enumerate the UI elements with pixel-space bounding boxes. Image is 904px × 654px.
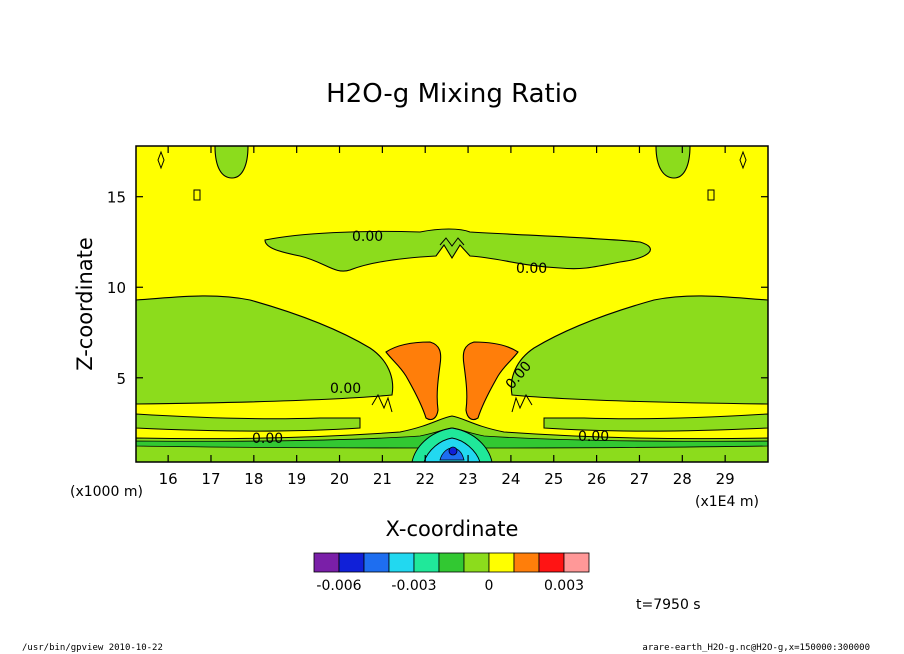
- feature-zigzag-top: [439, 237, 465, 247]
- x-tick-label: 26: [587, 470, 606, 488]
- colorbar-swatch: [563, 552, 590, 573]
- contour-label: 0.00: [330, 381, 361, 397]
- colorbar-tick-label: 0.003: [544, 578, 584, 594]
- x-tick-label: 27: [630, 470, 649, 488]
- orange-plume-right: [462, 341, 519, 421]
- chart-title: H2O-g Mixing Ratio: [326, 79, 578, 109]
- x-tick-label: 18: [244, 470, 263, 488]
- x-tick-label: 17: [201, 470, 220, 488]
- x-tick-label: 25: [544, 470, 563, 488]
- feature-diamond-left: [157, 150, 165, 170]
- green-region-right-mid: [510, 295, 768, 405]
- time-label: t=7950 s: [636, 597, 701, 613]
- plot-frame: [135, 145, 769, 463]
- core-deep-blue: [448, 446, 458, 456]
- feature-box-right: [707, 189, 715, 201]
- green-region-upper-band: [264, 228, 651, 272]
- y-tick-label: 15: [107, 189, 126, 207]
- y-axis-label: Z-coordinate: [73, 237, 97, 371]
- colorbar-swatch: [488, 552, 515, 573]
- x-tick-label: 23: [459, 470, 478, 488]
- colorbar-swatch: [313, 552, 340, 573]
- colorbar-swatch: [388, 552, 415, 573]
- feature-box-left: [193, 189, 201, 201]
- colorbar-swatch: [438, 552, 465, 573]
- green-strip-right: [543, 413, 768, 432]
- x-axis: 16 17 18 19 20 21 22 23 24 25 26 27 28 29: [159, 146, 735, 488]
- y-tick-label: 10: [107, 279, 126, 297]
- colorbar-tick-label: -0.003: [391, 578, 436, 594]
- green-blob-top-left: [214, 146, 249, 179]
- contour-label: 0.00: [352, 229, 383, 245]
- green-region-left-mid: [136, 295, 394, 405]
- y-axis-unit: (x1000 m): [70, 484, 143, 500]
- x-tick-label: 21: [373, 470, 392, 488]
- footer-left: /usr/bin/gpview 2010-10-22: [22, 643, 163, 653]
- x-axis-label: X-coordinate: [386, 517, 519, 541]
- feature-zigzag-left: [371, 393, 393, 413]
- green-blob-top-right: [655, 146, 691, 179]
- colorbar-swatch: [463, 552, 490, 573]
- green-strip-left: [136, 413, 361, 432]
- y-tick-label: 5: [116, 370, 126, 388]
- feature-zigzag-right: [511, 393, 533, 413]
- x-tick-label: 20: [330, 470, 349, 488]
- colorbar-swatch: [338, 552, 365, 573]
- colorbar-swatch: [513, 552, 540, 573]
- contour-label: 0.00: [516, 261, 547, 277]
- colorbar-swatch: [538, 552, 565, 573]
- contour-label: 0.00: [578, 429, 609, 445]
- orange-plume-left: [385, 341, 442, 421]
- x-tick-label: 19: [287, 470, 306, 488]
- feature-diamond-right: [739, 150, 747, 170]
- contour-label: 0.00: [252, 431, 283, 447]
- colorbar-swatch: [413, 552, 440, 573]
- x-tick-label: 24: [501, 470, 520, 488]
- x-tick-label: 29: [716, 470, 735, 488]
- x-tick-label: 28: [673, 470, 692, 488]
- x-tick-label: 22: [416, 470, 435, 488]
- colorbar-tick-label: -0.006: [316, 578, 361, 594]
- colorbar-swatch: [363, 552, 390, 573]
- y-axis: 5 10 15: [107, 189, 768, 388]
- colorbar: [313, 552, 590, 573]
- x-tick-label: 16: [159, 470, 178, 488]
- footer-right: arare-earth_H2O-g.nc@H2O-g,x=150000:3000…: [642, 643, 870, 653]
- x-axis-unit: (x1E4 m): [695, 494, 759, 510]
- colorbar-labels: -0.006 -0.003 0 0.003: [316, 578, 584, 594]
- colorbar-tick-label: 0: [485, 578, 494, 594]
- contour-field: [136, 146, 768, 462]
